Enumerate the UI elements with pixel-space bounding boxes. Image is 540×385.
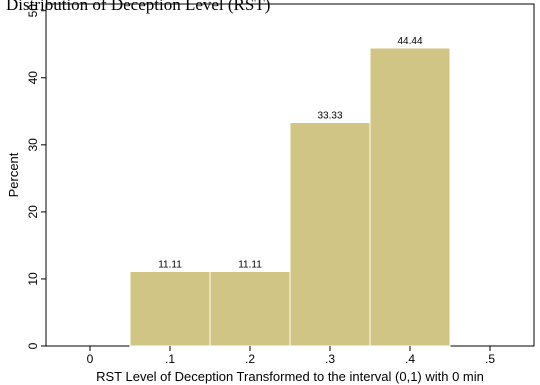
histogram-bar-1	[129, 270, 211, 347]
x-axis: 0 .1 .2 .3 .4 .5	[87, 346, 495, 366]
x-tick-label-5: .5	[485, 352, 495, 366]
histogram-bar-3	[289, 121, 371, 347]
y-tick-label-50: 50	[26, 4, 40, 18]
bar-value-label-3: 33.33	[317, 110, 342, 121]
x-axis-label: RST Level of Deception Transformed to th…	[96, 369, 484, 384]
y-tick-label-0: 0	[26, 342, 40, 349]
y-axis: 0 10 20 30 40 50	[26, 4, 46, 349]
bars-group	[129, 47, 451, 347]
y-axis-label: Percent	[6, 152, 21, 197]
y-tick-label-30: 30	[26, 138, 40, 152]
bar-value-label-2: 11.11	[238, 259, 262, 270]
x-tick-label-2: .2	[245, 352, 255, 366]
bar-labels-group: 11.11 11.11 33.33 44.44	[158, 36, 423, 271]
bar-value-label-1: 11.11	[158, 259, 182, 270]
y-tick-label-40: 40	[26, 71, 40, 85]
y-tick-label-10: 10	[26, 272, 40, 286]
bar-value-label-4: 44.44	[397, 36, 422, 47]
y-tick-label-20: 20	[26, 205, 40, 219]
histogram-bar-2	[209, 270, 291, 347]
x-tick-label-1: .1	[165, 352, 175, 366]
x-tick-label-0: 0	[87, 352, 94, 366]
histogram-bar-4	[369, 47, 451, 347]
x-tick-label-3: .3	[325, 352, 335, 366]
x-tick-label-4: .4	[405, 352, 415, 366]
